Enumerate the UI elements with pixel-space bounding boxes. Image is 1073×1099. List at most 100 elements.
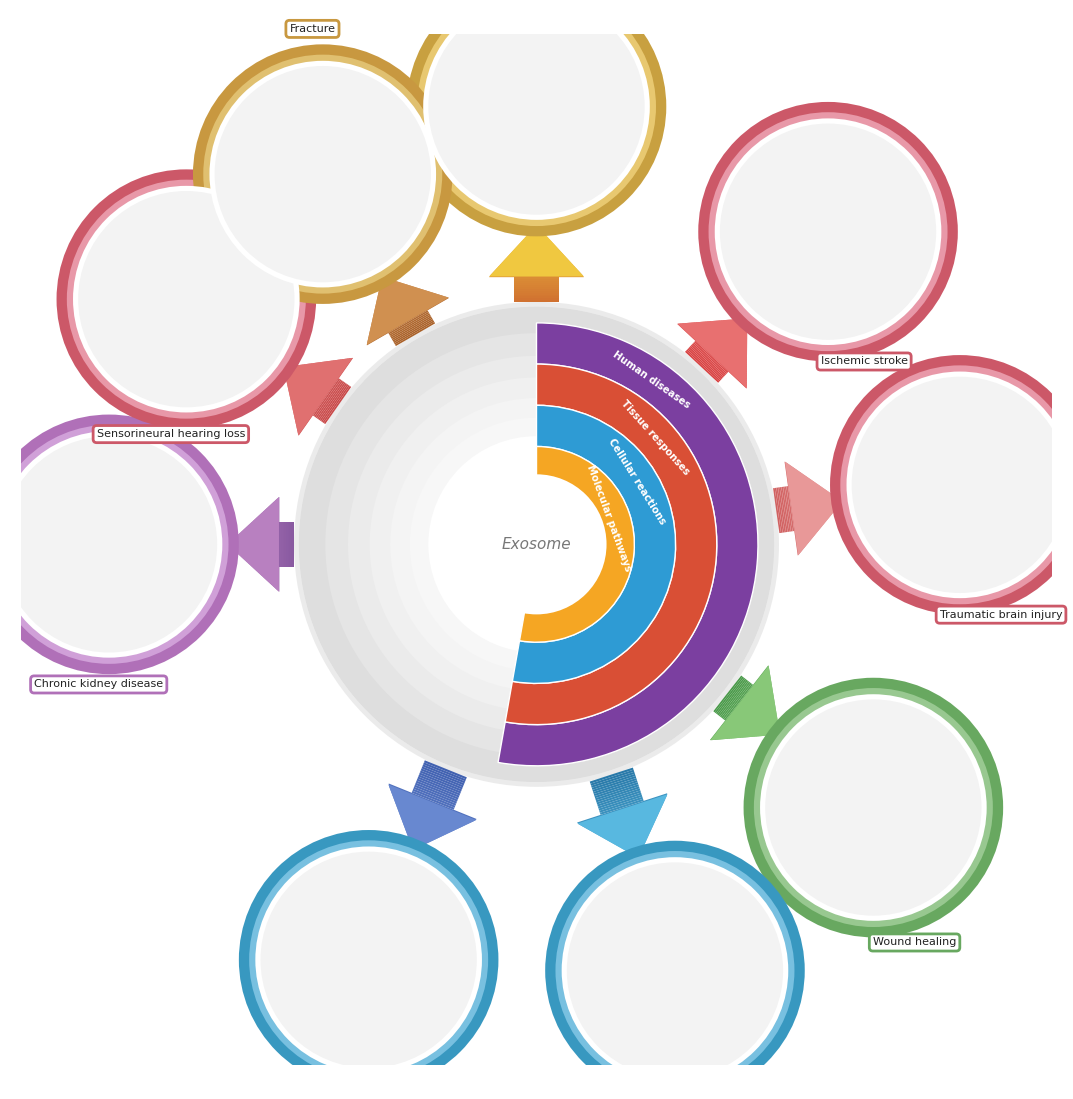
Polygon shape <box>592 774 635 790</box>
Text: Cellular reactions: Cellular reactions <box>606 436 667 526</box>
Polygon shape <box>822 487 828 521</box>
Polygon shape <box>493 271 580 274</box>
Polygon shape <box>602 820 656 839</box>
Polygon shape <box>314 379 341 418</box>
Circle shape <box>369 377 704 711</box>
Polygon shape <box>726 320 747 338</box>
Polygon shape <box>413 787 456 806</box>
Circle shape <box>73 186 299 412</box>
Polygon shape <box>379 280 395 290</box>
Polygon shape <box>319 382 346 420</box>
Polygon shape <box>715 669 769 740</box>
Polygon shape <box>794 468 807 547</box>
Polygon shape <box>398 811 451 833</box>
Polygon shape <box>371 291 430 325</box>
Polygon shape <box>289 364 310 393</box>
Polygon shape <box>514 297 559 299</box>
Polygon shape <box>254 518 256 570</box>
Polygon shape <box>284 366 290 374</box>
Polygon shape <box>837 498 840 507</box>
Polygon shape <box>592 776 636 792</box>
Polygon shape <box>785 462 842 555</box>
Polygon shape <box>405 828 435 841</box>
Polygon shape <box>784 487 793 532</box>
Circle shape <box>325 333 748 755</box>
Polygon shape <box>590 767 633 784</box>
Polygon shape <box>577 795 667 858</box>
Circle shape <box>369 377 704 711</box>
Polygon shape <box>292 362 326 409</box>
Polygon shape <box>768 723 779 735</box>
Polygon shape <box>590 769 634 786</box>
Polygon shape <box>284 366 288 371</box>
Polygon shape <box>723 678 771 740</box>
Wedge shape <box>512 406 676 684</box>
Polygon shape <box>514 291 559 292</box>
Circle shape <box>391 398 682 690</box>
Polygon shape <box>775 488 782 533</box>
Polygon shape <box>321 384 349 422</box>
Polygon shape <box>368 296 445 341</box>
Polygon shape <box>717 678 747 715</box>
Polygon shape <box>234 536 236 552</box>
Polygon shape <box>725 680 771 739</box>
Polygon shape <box>494 269 579 271</box>
Polygon shape <box>789 464 803 553</box>
Text: Human diseases: Human diseases <box>612 349 692 410</box>
Polygon shape <box>499 264 574 266</box>
Polygon shape <box>394 800 461 829</box>
Polygon shape <box>514 279 559 281</box>
Polygon shape <box>600 818 657 837</box>
Polygon shape <box>596 785 638 800</box>
Polygon shape <box>400 817 445 836</box>
Polygon shape <box>297 358 349 432</box>
Polygon shape <box>489 275 584 277</box>
Text: Tissue responses: Tissue responses <box>619 398 691 477</box>
Polygon shape <box>414 785 457 803</box>
Polygon shape <box>424 761 467 779</box>
Polygon shape <box>733 688 773 739</box>
Polygon shape <box>283 358 353 435</box>
Polygon shape <box>323 385 350 423</box>
Text: Chronic kidney disease: Chronic kidney disease <box>34 679 163 689</box>
Polygon shape <box>267 506 269 582</box>
Circle shape <box>249 841 488 1079</box>
Polygon shape <box>370 292 435 330</box>
Polygon shape <box>714 676 743 712</box>
Circle shape <box>78 191 294 408</box>
Polygon shape <box>722 682 752 720</box>
Polygon shape <box>249 523 251 566</box>
Polygon shape <box>720 680 749 718</box>
Polygon shape <box>391 791 470 824</box>
Polygon shape <box>690 346 724 378</box>
Polygon shape <box>290 363 312 396</box>
Polygon shape <box>824 488 829 519</box>
Polygon shape <box>615 833 649 846</box>
Polygon shape <box>718 321 747 348</box>
Polygon shape <box>688 348 721 380</box>
Polygon shape <box>239 532 240 557</box>
Polygon shape <box>702 322 747 364</box>
Polygon shape <box>269 504 271 585</box>
Polygon shape <box>626 844 645 852</box>
Polygon shape <box>515 246 558 248</box>
Polygon shape <box>628 847 644 854</box>
Polygon shape <box>750 706 776 737</box>
Polygon shape <box>799 471 811 542</box>
Polygon shape <box>513 248 560 251</box>
Polygon shape <box>514 300 559 302</box>
Polygon shape <box>293 360 330 413</box>
Polygon shape <box>589 807 662 832</box>
Polygon shape <box>296 358 347 430</box>
Polygon shape <box>503 259 570 262</box>
Polygon shape <box>288 522 290 567</box>
Polygon shape <box>275 500 276 589</box>
Polygon shape <box>587 803 663 830</box>
Polygon shape <box>394 319 433 343</box>
Polygon shape <box>514 287 559 289</box>
Polygon shape <box>392 795 467 825</box>
Polygon shape <box>743 319 747 323</box>
Polygon shape <box>529 231 544 233</box>
Polygon shape <box>296 359 344 428</box>
Polygon shape <box>411 844 418 848</box>
